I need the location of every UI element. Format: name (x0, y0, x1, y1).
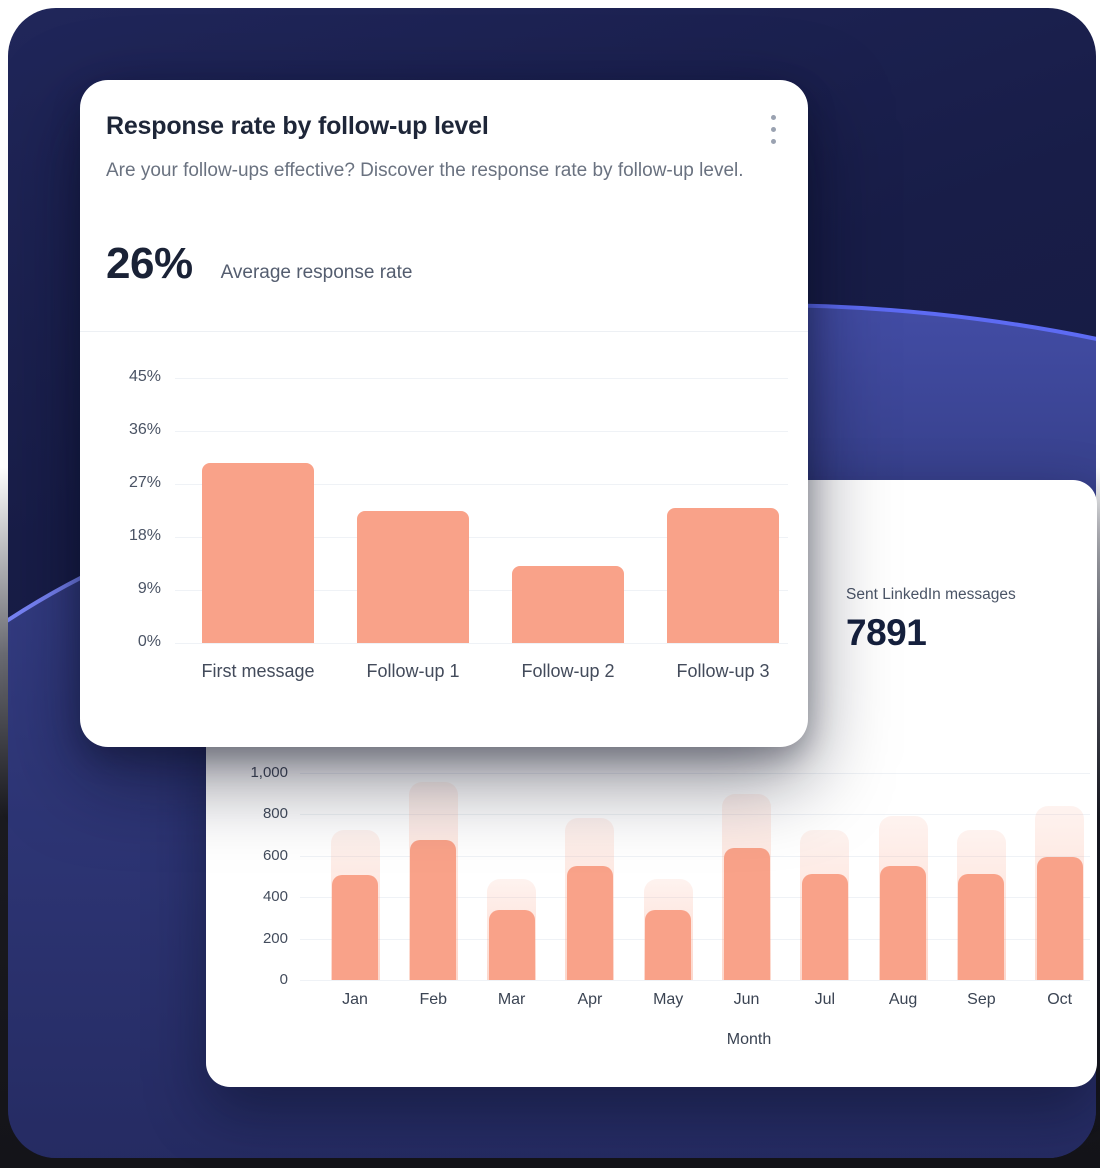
x-axis-tick: Jun (733, 991, 760, 1008)
gridline (300, 855, 1090, 857)
x-axis-tick: Aug (888, 991, 918, 1008)
response-rate-card: Response rate by follow-up level Are you… (80, 80, 808, 747)
x-axis-tick: Sep (967, 991, 996, 1008)
y-axis-tick: 200 (262, 929, 288, 947)
bar-follow-up-3[interactable] (667, 507, 779, 643)
average-response-value: 26% (106, 239, 193, 288)
bar-solid-may[interactable] (645, 909, 692, 980)
x-axis-tick: Follow-up 1 (366, 661, 460, 681)
sent-messages-chart: Month 1,000 800 600 400 200 0 Jan Feb Mar Apr May J… (250, 764, 1090, 1048)
y-axis-tick: 600 (262, 846, 288, 864)
x-axis-tick: Mar (497, 991, 526, 1008)
gridline (300, 897, 1090, 899)
gridline (175, 643, 788, 644)
kebab-menu-icon[interactable] (760, 112, 786, 146)
x-axis-tick: May (653, 991, 684, 1008)
y-axis-tick: 36% (128, 421, 161, 438)
bar-follow-up-2[interactable] (512, 566, 624, 643)
y-axis-tick: 18% (128, 527, 161, 544)
gridline (175, 590, 788, 591)
gridline (175, 484, 788, 485)
gridline (300, 980, 1090, 981)
gridline (175, 431, 788, 432)
gridline (300, 773, 1090, 774)
bar-solid-feb[interactable] (410, 840, 457, 980)
x-axis-tick: Jul (814, 991, 836, 1008)
bar-follow-up-1[interactable] (357, 510, 469, 643)
x-axis-tick: Follow-up 3 (676, 661, 770, 681)
gridline (175, 378, 788, 379)
average-response-label: Average response rate (220, 262, 413, 283)
bar-solid-sep[interactable] (958, 874, 1005, 980)
sent-messages-label: Sent LinkedIn messages (846, 586, 1016, 603)
y-axis-tick: 27% (128, 474, 161, 491)
bar-solid-aug[interactable] (880, 866, 927, 980)
bar-first-message[interactable] (202, 463, 314, 643)
bar-solid-mar[interactable] (488, 909, 535, 980)
sent-messages-stat: Sent LinkedIn messages 7891 (846, 586, 1016, 654)
kebab-dot (770, 114, 776, 120)
x-axis-tick: Follow-up 2 (521, 661, 615, 681)
y-axis-tick: 9% (137, 580, 161, 597)
x-axis-tick: Feb (419, 991, 448, 1008)
gridline (300, 814, 1090, 816)
bar-solid-jan[interactable] (332, 875, 378, 980)
x-axis-title: Month (726, 1031, 772, 1048)
sent-messages-card: Sent LinkedIn messages 7891 Month 1,000 8… (206, 480, 1097, 1087)
card-subtitle: Are your follow-ups effective? Discover … (106, 160, 744, 181)
response-rate-chart: 45% 36% 27% 18% 9% 0% First message Follow-up 1… (129, 368, 788, 681)
average-response-stat: 26% Average response rate (106, 240, 412, 288)
x-axis-tick: Oct (1047, 991, 1073, 1008)
bar-solid-jun[interactable] (723, 847, 770, 980)
y-axis-tick: 800 (262, 805, 288, 823)
y-axis-tick: 0 (279, 971, 288, 988)
card-title: Response rate by follow-up level (106, 112, 489, 140)
bar-solid-jul[interactable] (801, 874, 848, 980)
x-axis-tick: Jan (342, 991, 368, 1008)
y-axis-tick: 1,000 (250, 764, 288, 781)
gridline (175, 537, 788, 538)
gridline (300, 938, 1090, 940)
y-axis-tick: 400 (262, 888, 288, 906)
sent-messages-value: 7891 (846, 612, 927, 653)
bar-solid-oct[interactable] (1036, 856, 1083, 980)
y-axis-tick: 0% (137, 633, 161, 650)
x-axis-tick: Apr (577, 991, 603, 1008)
x-axis-tick: First message (201, 661, 315, 681)
bar-solid-apr[interactable] (566, 866, 613, 980)
kebab-dot (770, 138, 776, 144)
divider (80, 331, 808, 332)
y-axis-tick: 45% (128, 368, 161, 385)
kebab-dot (770, 126, 776, 132)
